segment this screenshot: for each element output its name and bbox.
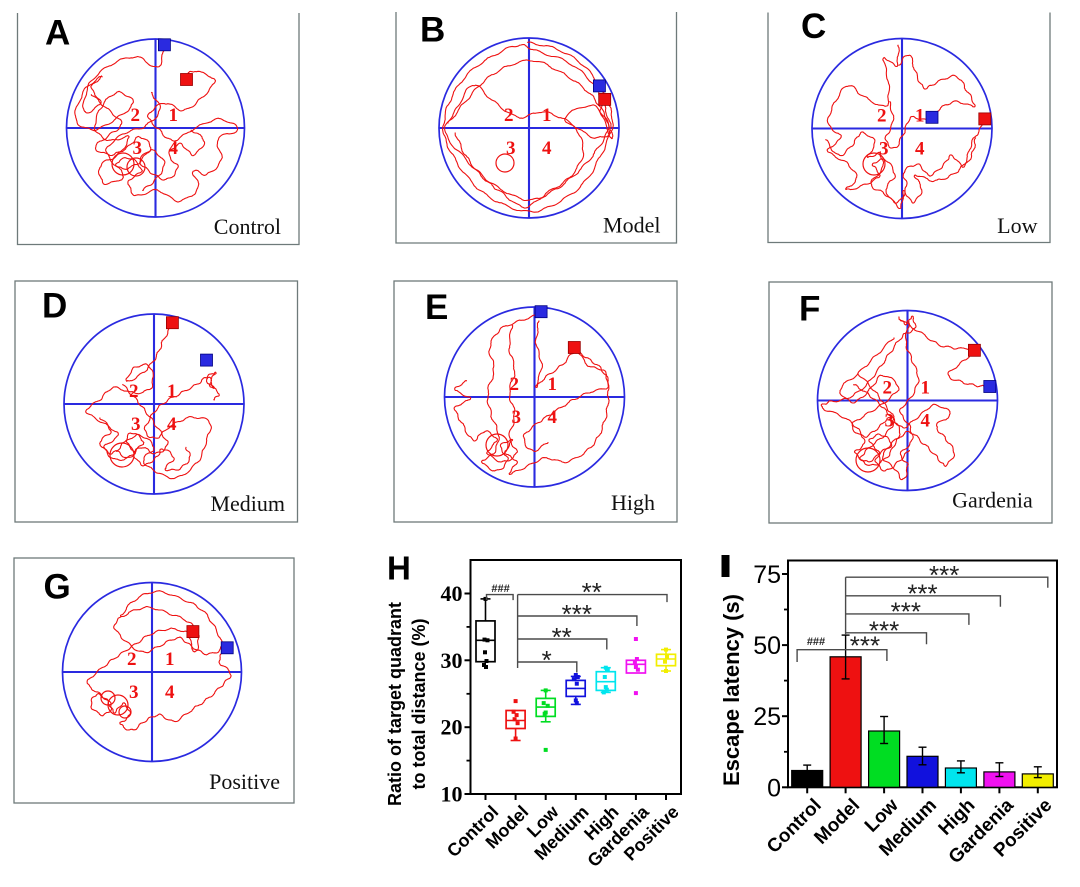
svg-text:40: 40 xyxy=(441,581,463,606)
svg-text:20: 20 xyxy=(441,715,463,740)
svg-text:Gardenia: Gardenia xyxy=(952,488,1033,513)
svg-text:***: *** xyxy=(891,597,921,627)
svg-text:0: 0 xyxy=(767,774,781,802)
svg-text:10: 10 xyxy=(441,782,463,807)
svg-text:Medium: Medium xyxy=(210,491,285,516)
svg-text:1: 1 xyxy=(167,381,177,402)
svg-text:4: 4 xyxy=(165,682,175,703)
svg-text:1: 1 xyxy=(542,105,552,126)
svg-text:4: 4 xyxy=(542,138,552,159)
svg-text:1: 1 xyxy=(169,105,179,126)
svg-text:2: 2 xyxy=(504,105,514,126)
svg-text:F: F xyxy=(799,290,820,329)
svg-text:3: 3 xyxy=(133,138,143,159)
svg-text:###: ### xyxy=(491,583,509,595)
svg-text:G: G xyxy=(44,568,71,607)
svg-text:75: 75 xyxy=(753,561,781,589)
svg-text:2: 2 xyxy=(510,374,520,395)
svg-text:A: A xyxy=(45,14,70,53)
svg-text:2: 2 xyxy=(127,649,137,670)
svg-text:Ratio of target quadrant: Ratio of target quadrant xyxy=(385,602,405,806)
svg-text:4: 4 xyxy=(915,139,925,160)
svg-text:B: B xyxy=(420,11,445,50)
svg-text:***: *** xyxy=(562,599,592,629)
svg-text:H: H xyxy=(387,550,411,587)
svg-text:***: *** xyxy=(907,579,937,609)
svg-text:1: 1 xyxy=(165,649,175,670)
svg-text:Positive: Positive xyxy=(209,769,280,794)
svg-text:to total distance (%): to total distance (%) xyxy=(409,618,429,789)
svg-text:2: 2 xyxy=(877,106,887,127)
svg-text:1: 1 xyxy=(921,378,931,399)
svg-text:Low: Low xyxy=(997,213,1037,238)
svg-text:***: *** xyxy=(850,631,880,661)
svg-text:1: 1 xyxy=(915,106,925,127)
svg-text:***: *** xyxy=(869,616,899,646)
svg-text:Control: Control xyxy=(214,214,281,239)
svg-text:3: 3 xyxy=(879,139,889,160)
svg-text:4: 4 xyxy=(921,411,931,432)
svg-text:2: 2 xyxy=(131,105,141,126)
svg-text:1: 1 xyxy=(548,374,558,395)
svg-text:*: * xyxy=(542,645,552,675)
svg-text:***: *** xyxy=(929,560,959,590)
svg-text:C: C xyxy=(801,7,826,46)
svg-text:3: 3 xyxy=(506,138,516,159)
svg-text:3: 3 xyxy=(129,682,139,703)
svg-text:3: 3 xyxy=(885,411,895,432)
svg-text:3: 3 xyxy=(131,414,141,435)
svg-text:2: 2 xyxy=(883,378,893,399)
svg-text:**: ** xyxy=(582,577,602,607)
svg-text:50: 50 xyxy=(753,632,781,660)
svg-text:###: ### xyxy=(807,636,825,648)
svg-text:D: D xyxy=(42,287,67,326)
svg-text:4: 4 xyxy=(167,414,177,435)
svg-text:25: 25 xyxy=(753,703,781,731)
svg-text:30: 30 xyxy=(441,648,463,673)
svg-text:Escape latency (s): Escape latency (s) xyxy=(719,594,744,786)
svg-text:E: E xyxy=(425,288,448,327)
svg-text:**: ** xyxy=(552,622,572,652)
svg-text:2: 2 xyxy=(129,381,139,402)
svg-text:4: 4 xyxy=(169,138,179,159)
svg-text:Model: Model xyxy=(603,213,660,238)
svg-text:3: 3 xyxy=(512,407,522,428)
svg-text:High: High xyxy=(611,490,655,515)
svg-text:4: 4 xyxy=(548,407,558,428)
